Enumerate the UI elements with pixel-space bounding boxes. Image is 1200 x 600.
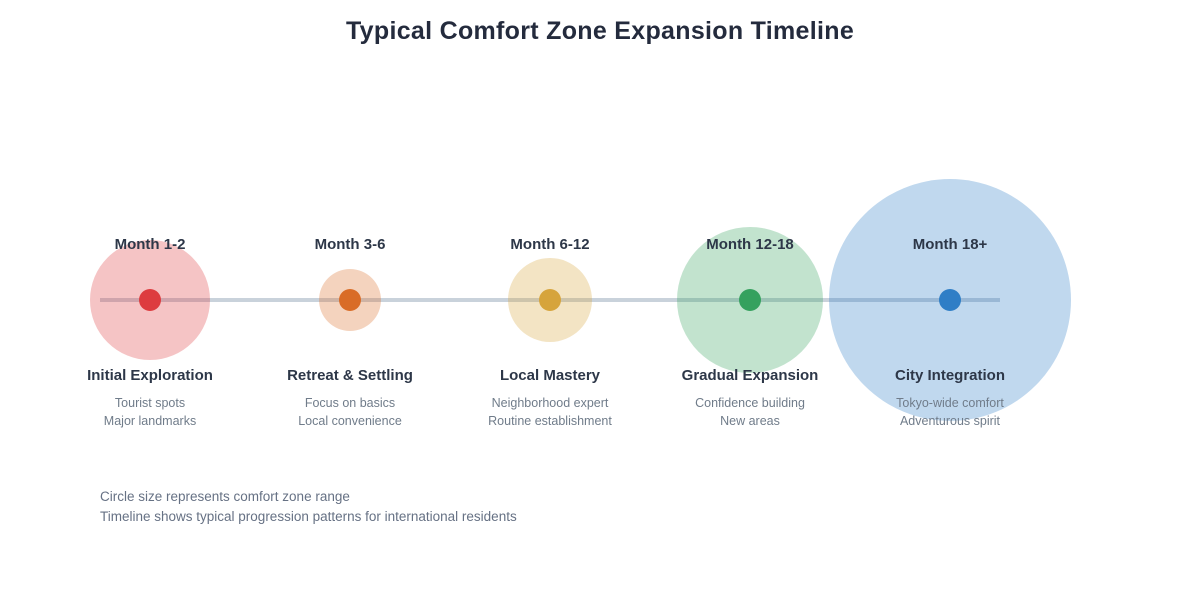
stage-marker-dot — [139, 289, 161, 311]
stage-month-label: Month 6-12 — [510, 236, 590, 253]
stage-marker-dot — [939, 289, 961, 311]
stage-details: Tokyo-wide comfort Adventurous spirit — [896, 394, 1004, 430]
stage-detail-line: Tourist spots — [114, 396, 186, 410]
stage-name-label: Gradual Expansion — [681, 367, 819, 384]
stage-details: Neighborhood expert Routine establishmen… — [488, 394, 612, 430]
figure-title: Typical Comfort Zone Expansion Timeline — [345, 17, 855, 45]
stage-details: Tourist spots Major landmarks — [104, 394, 196, 430]
stage-detail-line: Tokyo-wide comfort — [896, 396, 1004, 410]
stage-month-label: Month 1-2 — [114, 236, 186, 253]
stage-detail-line: Major landmarks — [103, 414, 197, 428]
stage-details: Confidence building New areas — [695, 394, 805, 430]
stage-detail-line: New areas — [720, 414, 780, 428]
stage-month-label: Month 12-18 — [706, 236, 794, 253]
stage-detail-line: Routine establishment — [488, 414, 612, 428]
stage-detail-line: Neighborhood expert — [491, 396, 609, 410]
footnote-line-circle-size: Circle size represents comfort zone rang… — [100, 489, 350, 504]
stage-marker-dot — [339, 289, 361, 311]
stage-name-label: City Integration — [894, 367, 1006, 384]
stage-detail-line: Focus on basics — [304, 396, 396, 410]
stage-details: Focus on basics Local convenience — [298, 394, 402, 430]
stage-month-label: Month 18+ — [912, 236, 988, 253]
stage-marker-dot — [739, 289, 761, 311]
stage-detail-line: Adventurous spirit — [899, 414, 1001, 428]
stage-detail-line: Local convenience — [298, 414, 402, 428]
stage-month-label: Month 3-6 — [314, 236, 386, 253]
stage-name-label: Retreat & Settling — [287, 367, 413, 384]
footnote-line-timeline: Timeline shows typical progression patte… — [100, 509, 517, 524]
stage-detail-line: Confidence building — [695, 396, 805, 410]
stage-name-label: Local Mastery — [499, 367, 601, 384]
footnotes: Circle size represents comfort zone rang… — [100, 487, 517, 527]
stage-name-label: Initial Exploration — [87, 367, 213, 384]
stage-marker-dot — [539, 289, 561, 311]
